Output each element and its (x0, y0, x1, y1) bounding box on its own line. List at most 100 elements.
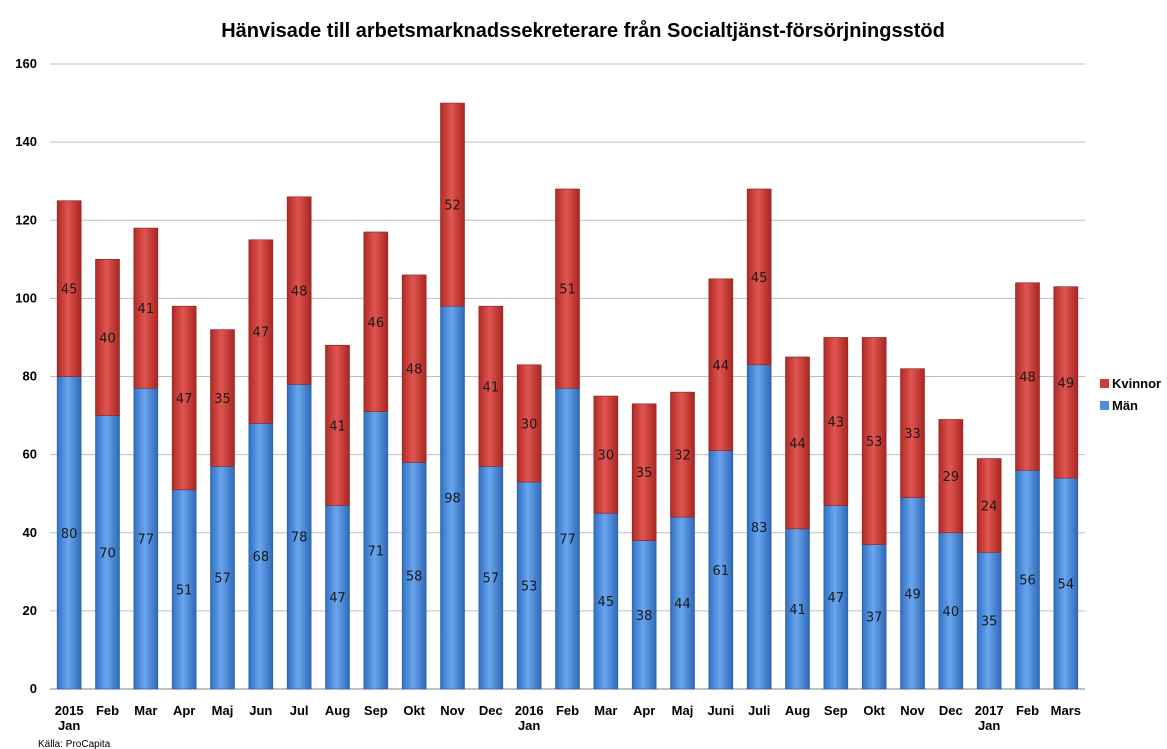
bar-kvinnor (171, 305, 197, 491)
bar-kvinnor (861, 337, 887, 545)
x-tick-label: Mars (1051, 703, 1081, 718)
bar-kvinnor (976, 458, 1002, 553)
bar-kvinnor (938, 419, 964, 534)
data-label: 51 (176, 583, 193, 598)
data-label: 70 (99, 546, 116, 561)
bar-man (95, 415, 120, 690)
bar-man (210, 466, 235, 690)
x-tick-label: Nov (900, 703, 925, 718)
x-tick-label: Sep (824, 703, 848, 718)
x-tick-label: Juli (748, 703, 770, 718)
x-tick-label: Aug (785, 703, 810, 718)
bar-man (631, 540, 657, 690)
data-label: 47 (828, 591, 845, 606)
legend-swatch (1100, 379, 1109, 388)
data-label: 44 (713, 359, 730, 374)
bar-kvinnor (785, 356, 810, 530)
x-tick-label: Feb (556, 703, 579, 718)
data-label: 51 (559, 283, 576, 298)
data-label: 41 (483, 380, 500, 395)
legend-label: Män (1112, 398, 1138, 413)
bar-kvinnor (286, 196, 312, 385)
bar-man (900, 497, 925, 690)
data-label: 53 (521, 579, 538, 594)
data-label: 48 (291, 285, 308, 300)
y-tick-label: 60 (23, 447, 37, 462)
bar-kvinnor (746, 188, 772, 366)
bars: 80 45 70 40 77 41 51 47 57 35 68 47 78 48 47 41 71 46 58 48… (56, 102, 1079, 690)
y-axis-ticks: 0 20 40 60 80 100 120 140 160 (15, 56, 37, 696)
bar-kvinnor (631, 403, 657, 541)
data-label: 35 (981, 615, 998, 630)
data-label: 61 (713, 564, 730, 579)
data-label: 44 (674, 597, 691, 612)
x-tick-label: Juni (707, 703, 734, 718)
data-label: 52 (444, 199, 461, 214)
data-label: 57 (483, 572, 500, 587)
x-tick-label: Jan (58, 718, 80, 733)
bar-man (401, 462, 427, 690)
x-tick-label: Feb (1016, 703, 1039, 718)
y-tick-label: 120 (15, 212, 37, 227)
x-tick-label: Jan (978, 718, 1000, 733)
bar-kvinnor (133, 227, 159, 389)
x-tick-label: Dec (479, 703, 503, 718)
bar-kvinnor (248, 239, 274, 424)
bar-man (478, 466, 504, 690)
y-tick-label: 20 (23, 603, 37, 618)
y-tick-label: 100 (15, 290, 37, 305)
data-label: 35 (214, 392, 231, 407)
data-label: 44 (789, 437, 806, 452)
bar-man (861, 544, 887, 690)
data-label: 40 (99, 331, 116, 346)
bar-kvinnor (670, 391, 695, 518)
bar-man (1053, 477, 1079, 690)
data-label: 48 (406, 363, 423, 378)
data-label: 71 (368, 544, 385, 559)
data-label: 45 (751, 271, 768, 286)
x-tick-label: Apr (633, 703, 655, 718)
legend-label: Kvinnor (1112, 376, 1161, 391)
x-tick-label: Jan (518, 718, 540, 733)
bar-man (363, 411, 389, 690)
bar-man (938, 532, 964, 690)
data-label: 33 (904, 427, 921, 442)
bar-man (976, 551, 1002, 690)
bar-kvinnor (823, 337, 849, 506)
data-label: 41 (138, 302, 155, 317)
x-tick-label: Maj (672, 703, 694, 718)
data-label: 30 (521, 417, 538, 432)
bar-kvinnor (1015, 282, 1040, 471)
bar-kvinnor (516, 364, 542, 483)
data-label: 54 (1058, 578, 1075, 593)
data-label: 68 (253, 550, 270, 565)
x-tick-label: Mar (594, 703, 617, 718)
bar-man (670, 516, 695, 690)
bar-kvinnor (593, 395, 619, 514)
data-label: 49 (1058, 376, 1075, 391)
data-label: 45 (598, 595, 615, 610)
data-label: 30 (598, 449, 615, 464)
data-label: 57 (214, 572, 231, 587)
legend-swatch (1100, 401, 1109, 410)
x-tick-label: 2015 (55, 703, 84, 718)
data-label: 83 (751, 521, 768, 536)
data-label: 77 (138, 533, 155, 548)
x-tick-label: Maj (212, 703, 234, 718)
x-tick-label: Jun (249, 703, 272, 718)
bar-kvinnor (900, 368, 925, 498)
y-tick-label: 40 (23, 525, 37, 540)
data-label: 58 (406, 570, 423, 585)
bar-kvinnor (210, 329, 235, 467)
data-label: 78 (291, 531, 308, 546)
data-label: 35 (636, 466, 653, 481)
x-tick-label: Feb (96, 703, 119, 718)
data-label: 43 (828, 415, 845, 430)
x-tick-label: Okt (403, 703, 425, 718)
x-tick-label: 2017 (975, 703, 1004, 718)
data-label: 40 (943, 605, 960, 620)
data-label: 41 (789, 603, 806, 618)
data-label: 47 (329, 591, 346, 606)
